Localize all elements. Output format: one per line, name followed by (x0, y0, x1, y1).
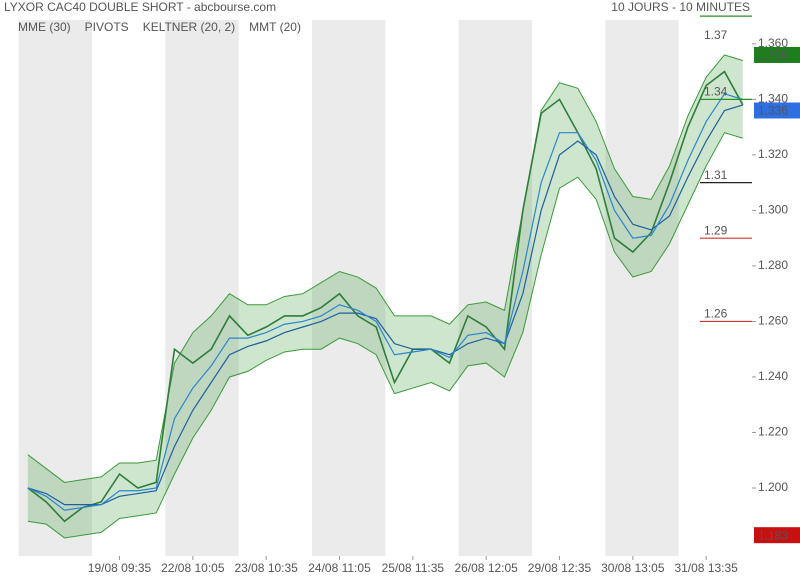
pivot-label: 1.29 (704, 223, 728, 237)
x-tick-label: 30/08 13:05 (601, 561, 665, 575)
legend-entry: KELTNER (20, 2) (143, 20, 235, 34)
y-tick-label: 1.280 (758, 258, 788, 272)
x-tick-label: 31/08 13:35 (674, 561, 738, 575)
session-band (458, 20, 532, 556)
period-label: 10 JOURS - 10 MINUTES (611, 0, 750, 14)
x-tick-label: 24/08 11:05 (308, 561, 371, 575)
x-tick-label: 22/08 10:05 (161, 561, 225, 575)
session-band (312, 20, 386, 556)
moving-average (27, 104, 744, 506)
y-tick-label: 1.300 (758, 203, 788, 217)
x-tick-label: 29/08 12:35 (528, 561, 592, 575)
price-tag (754, 46, 800, 63)
x-tick-label: 23/08 10:35 (234, 561, 298, 575)
y-tick-label: 1.200 (758, 480, 788, 494)
price-tag-label: 1.356 (758, 48, 788, 62)
y-tick-label: 1.320 (758, 147, 788, 161)
price-tag-label: 1.183 (758, 528, 788, 542)
legend-entry: MMT (20) (249, 20, 301, 34)
session-band (18, 20, 93, 556)
price-tag (754, 527, 800, 544)
x-tick-label: 19/08 09:35 (88, 561, 152, 575)
pivot-label: 1.31 (704, 168, 728, 182)
y-tick-label: 1.220 (758, 425, 788, 439)
legend-entry: MME (30) (18, 20, 71, 34)
pivot-label: 1.34 (704, 85, 728, 99)
price-tag-label: 1.336 (758, 104, 788, 118)
chart-title: LYXOR CAC40 DOUBLE SHORT - abcbourse.com (4, 0, 276, 14)
pivot-label: 1.26 (704, 307, 728, 321)
price-tag (754, 102, 800, 119)
legend-entry: PIVOTS (85, 20, 129, 34)
keltner-lower (27, 132, 743, 539)
y-tick-label: 1.240 (758, 369, 788, 383)
moving-average (27, 93, 744, 511)
x-tick-label: 25/08 11:35 (382, 561, 445, 575)
keltner-upper (27, 54, 743, 483)
x-tick-label: 26/08 12:05 (454, 561, 518, 575)
session-band (165, 20, 239, 556)
y-tick-label: 1.260 (758, 314, 788, 328)
session-band (605, 20, 679, 556)
y-tick-label: 1.360 (758, 36, 788, 50)
price-line (27, 70, 744, 523)
pivot-label: 1.37 (704, 28, 728, 42)
y-tick-label: 1.340 (758, 92, 788, 106)
